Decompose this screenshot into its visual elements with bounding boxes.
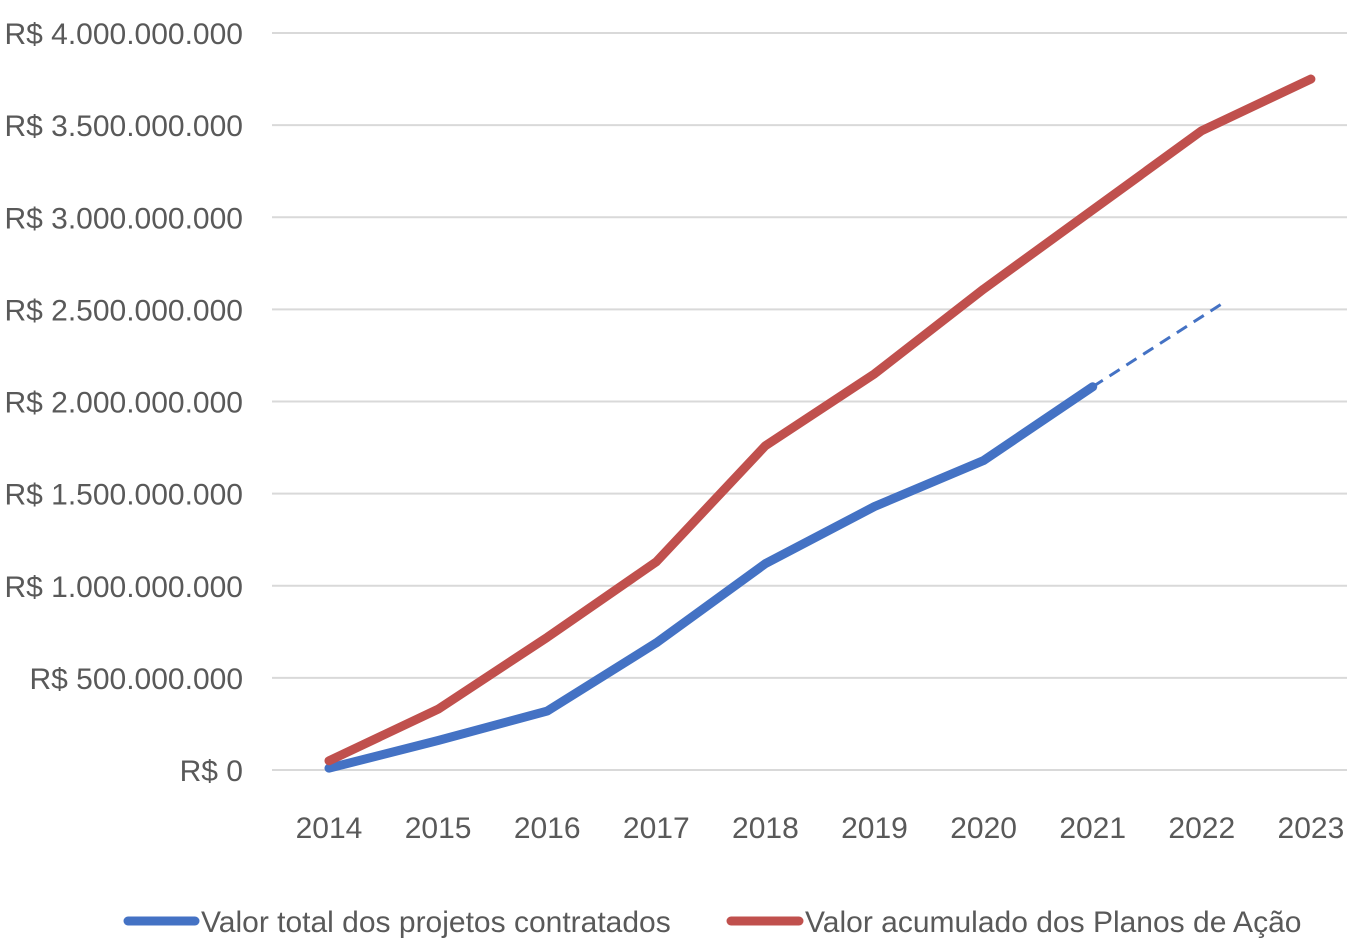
series-line-1: [324, 382, 1098, 773]
x-tick-label: 2019: [841, 812, 908, 845]
x-tick-label: 2017: [623, 812, 690, 845]
gridlines: [272, 32, 1347, 771]
y-tick-label: R$ 3.500.000.000: [4, 110, 243, 143]
x-tick-label: 2023: [1278, 812, 1345, 845]
y-tick-label: R$ 500.000.000: [29, 663, 243, 696]
legend: Valor total dos projetos contratados Valo…: [123, 906, 1301, 939]
x-tick-label: 2015: [405, 812, 472, 845]
y-axis-tick-labels: R$ 0 R$ 500.000.000 R$ 1.000.000.000 R$ 1.5…: [4, 18, 243, 788]
series-lines: [324, 74, 1316, 773]
y-tick-label: R$ 0: [180, 755, 243, 788]
legend-label-2: Valor acumulado dos Planos de Ação: [805, 906, 1301, 939]
legend-label-1: Valor total dos projetos contratados: [201, 906, 671, 939]
x-tick-label: 2020: [950, 812, 1017, 845]
x-tick-label: 2021: [1059, 812, 1126, 845]
x-tick-label: 2014: [296, 812, 363, 845]
projection-line: [1091, 302, 1223, 389]
x-tick-label: 2018: [732, 812, 799, 845]
y-tick-label: R$ 2.000.000.000: [4, 387, 243, 420]
y-tick-label: R$ 3.000.000.000: [4, 202, 243, 235]
series-line-2: [324, 74, 1316, 766]
y-tick-label: R$ 4.000.000.000: [4, 18, 243, 51]
y-tick-label: R$ 2.500.000.000: [4, 294, 243, 327]
x-tick-label: 2022: [1168, 812, 1235, 845]
x-tick-label: 2016: [514, 812, 581, 845]
y-tick-label: R$ 1.000.000.000: [4, 571, 243, 604]
x-axis-tick-labels: 2014 2015 2016 2017 2018 2019 2020 2021 2022 2023: [296, 812, 1345, 845]
y-tick-label: R$ 1.500.000.000: [4, 479, 243, 512]
